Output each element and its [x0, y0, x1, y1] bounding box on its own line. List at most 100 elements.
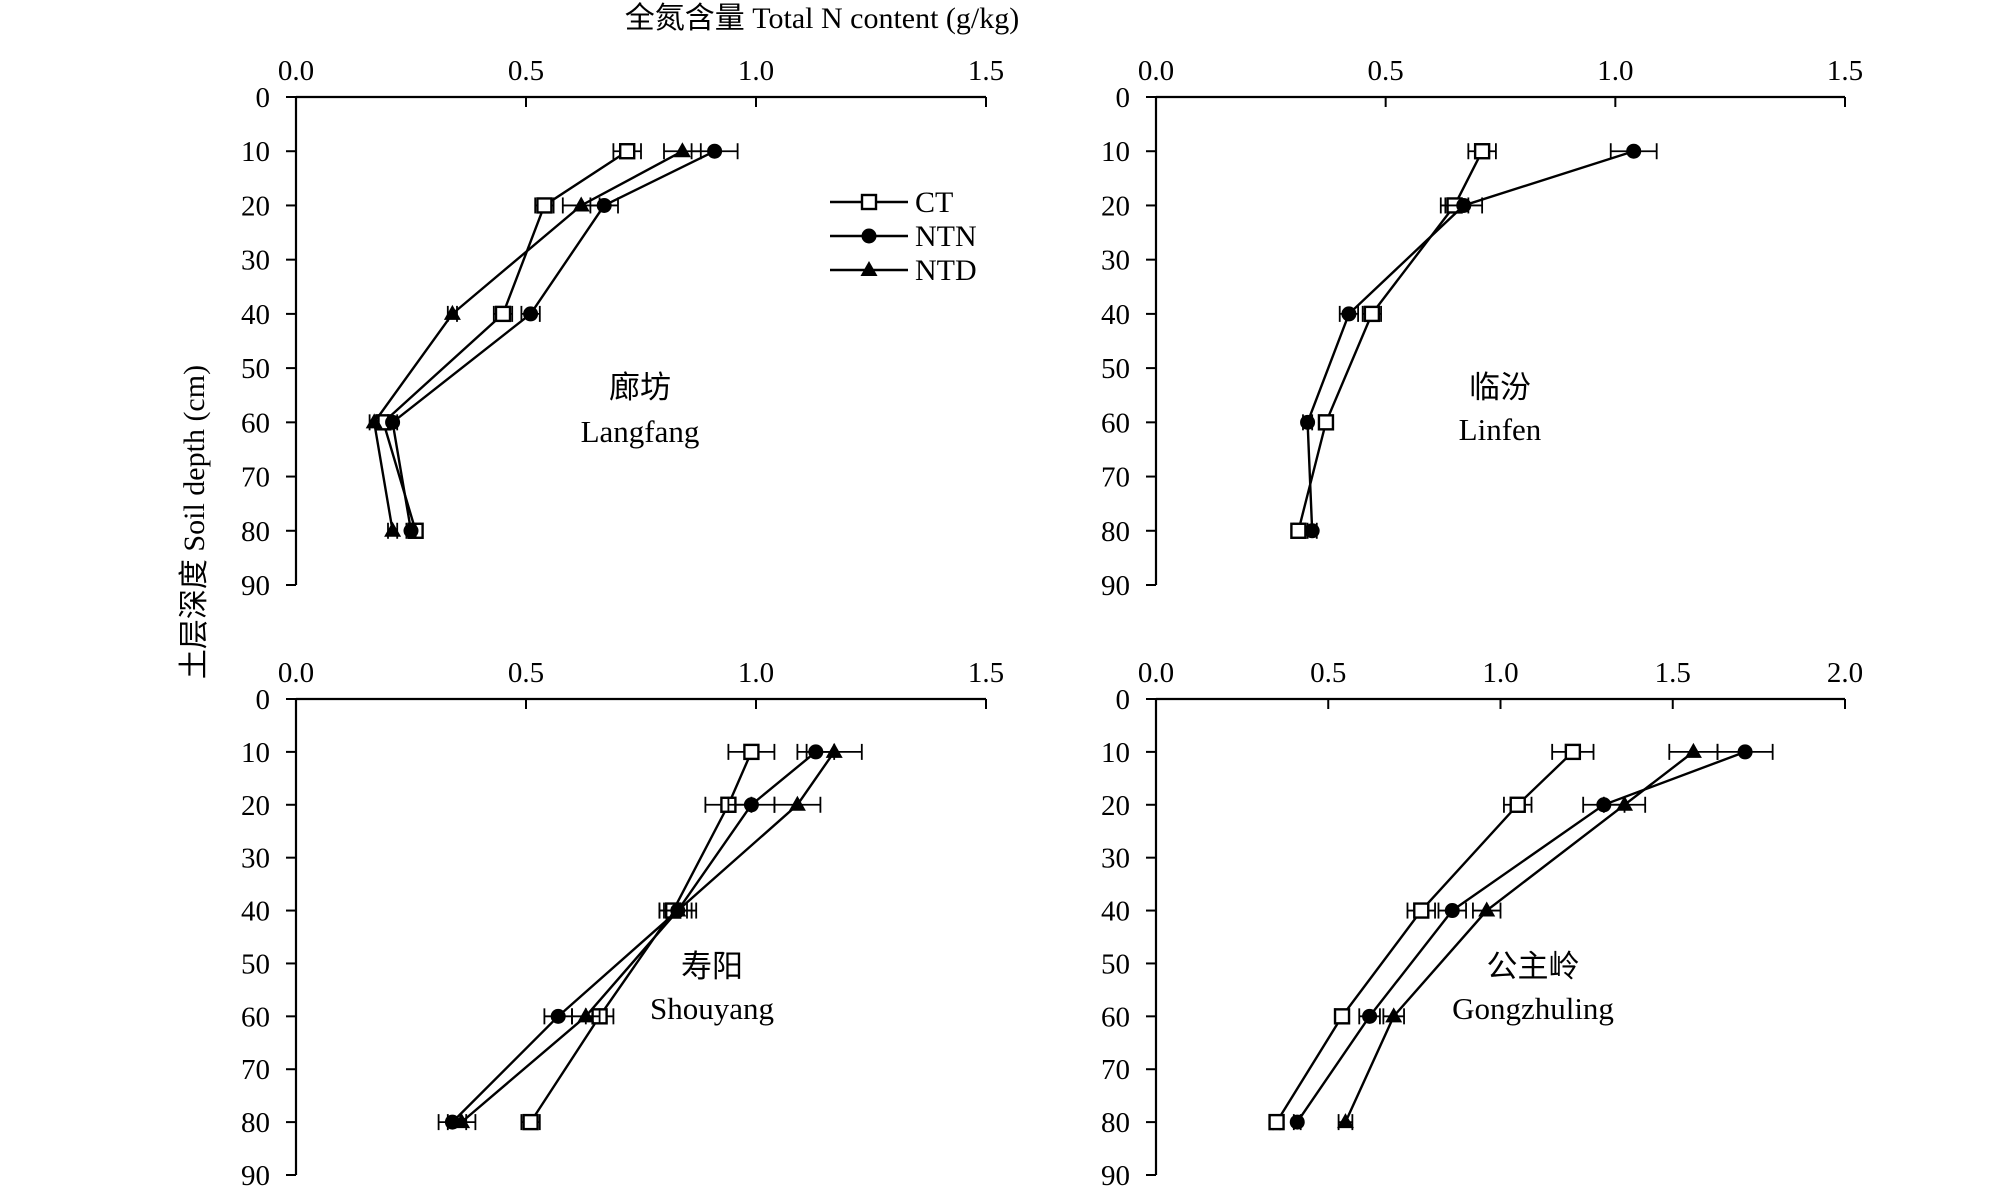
- series-ntd: [446, 742, 863, 1131]
- y-tick-label: 30: [1101, 245, 1130, 277]
- data-point-ntd: [384, 521, 402, 537]
- data-point-ntn: [743, 797, 759, 813]
- y-tick-label: 10: [241, 737, 270, 769]
- x-tick-label: 0.5: [508, 55, 544, 87]
- data-point-ntn: [1289, 1114, 1305, 1130]
- x-tick-label: 1.5: [968, 55, 1004, 87]
- data-point-ntd: [572, 196, 590, 212]
- panel-label-en: Langfang: [581, 414, 700, 449]
- x-tick-label: 0.0: [1138, 657, 1174, 689]
- data-point-ct: [1564, 743, 1582, 761]
- x-tick-label: 0.0: [278, 55, 314, 87]
- panel-top-left: 0.0 0.5 1.0 1.5 0 10 20 30 40 50 60 70 80 90 廊坊 Langfan…: [241, 55, 1004, 602]
- y-tick-label: 90: [241, 1160, 270, 1187]
- data-point-ntd: [1478, 901, 1496, 917]
- y-tick-label: 10: [1101, 136, 1130, 168]
- data-point-ntn: [1304, 523, 1320, 539]
- data-point-ntn: [1626, 143, 1642, 159]
- data-point-ct: [743, 743, 760, 761]
- y-tick-label: 40: [241, 896, 270, 928]
- data-point-ntn: [1456, 197, 1472, 213]
- y-tick-label: 90: [1101, 570, 1130, 602]
- data-point-ct: [536, 197, 553, 214]
- data-point-ntn: [1737, 744, 1753, 760]
- panel-label-cn: 寿阳: [681, 949, 743, 984]
- data-point-ntd: [788, 795, 806, 811]
- x-tick-label: 1.0: [738, 657, 774, 689]
- panel-label-cn: 公主岭: [1487, 949, 1580, 984]
- x-tick-label: 0.0: [1138, 55, 1174, 87]
- y-tick-label: 30: [241, 245, 270, 277]
- data-point-ct: [1363, 305, 1381, 323]
- data-point-ntn: [1300, 414, 1316, 430]
- y-tick-label: 0: [256, 684, 271, 716]
- data-point-ntd: [1616, 795, 1634, 811]
- y-tick-label: 90: [241, 570, 270, 602]
- y-tick-label: 0: [1116, 684, 1131, 716]
- data-point-ntd: [577, 1007, 595, 1023]
- data-point-ct: [1317, 414, 1335, 431]
- data-point-ntn: [1444, 903, 1460, 919]
- y-tick-label: 60: [241, 407, 270, 439]
- x-tick-label: 1.5: [1655, 657, 1691, 689]
- data-point-ntn: [403, 523, 419, 539]
- data-point-ntn: [1341, 306, 1357, 322]
- data-point-ntn: [707, 143, 723, 159]
- y-tick-label: 30: [1101, 843, 1130, 875]
- y-tick-label: 40: [1101, 896, 1130, 928]
- y-axis-title: 土层深度 Soil depth (cm): [178, 365, 211, 679]
- data-point-ntd: [669, 901, 687, 917]
- series-ntd: [1336, 742, 1719, 1131]
- legend-item-ntn: NTN: [830, 220, 977, 253]
- data-point-ntn: [1362, 1008, 1378, 1024]
- data-point-ct: [1509, 796, 1526, 813]
- data-point-ct: [1268, 1113, 1285, 1131]
- data-point-ct: [1473, 143, 1491, 160]
- series-ntn: [1289, 743, 1774, 1131]
- legend-item-ct: CT: [830, 186, 953, 219]
- y-tick-label: 10: [241, 136, 270, 168]
- legend-label: NTD: [915, 254, 977, 287]
- y-tick-label: 20: [1101, 190, 1130, 222]
- data-point-ct: [494, 305, 512, 323]
- y-tick-label: 80: [241, 516, 270, 548]
- data-point-ntd: [453, 1113, 471, 1129]
- y-tick-label: 70: [1101, 462, 1130, 494]
- x-tick-label: 1.0: [1482, 657, 1518, 689]
- data-point-ct: [1413, 902, 1430, 919]
- y-tick-label: 60: [1101, 1001, 1130, 1033]
- y-tick-label: 80: [1101, 1107, 1130, 1139]
- y-tick-label: 50: [1101, 948, 1130, 980]
- series-line-ct: [1275, 751, 1574, 1123]
- series-ntd: [365, 142, 702, 539]
- y-tick-label: 70: [1101, 1054, 1130, 1086]
- x-tick-label: 1.0: [1597, 55, 1633, 87]
- y-tick-label: 90: [1101, 1160, 1130, 1187]
- y-tick-label: 20: [1101, 790, 1130, 822]
- data-point-ct: [619, 143, 636, 160]
- y-tick-label: 40: [241, 299, 270, 331]
- series-ntn: [385, 143, 739, 539]
- data-point-ntd: [443, 304, 461, 320]
- panel-label-cn: 临汾: [1469, 370, 1531, 405]
- y-tick-label: 70: [241, 462, 270, 494]
- data-point-ntd: [1684, 742, 1702, 758]
- x-tick-label: 0.5: [1310, 657, 1346, 689]
- y-tick-label: 50: [241, 948, 270, 980]
- panel-label-en: Shouyang: [650, 991, 774, 1026]
- legend-marker-ct: [860, 193, 878, 211]
- y-tick-label: 70: [241, 1054, 270, 1086]
- series-line-ct: [529, 751, 753, 1123]
- x-tick-label: 0.5: [508, 657, 544, 689]
- series-line-ntn: [451, 750, 817, 1123]
- data-point-ntn: [385, 414, 401, 430]
- data-point-ntd: [825, 742, 843, 758]
- data-point-ntd: [1336, 1113, 1354, 1129]
- y-tick-label: 0: [1116, 82, 1131, 114]
- data-point-ntn: [550, 1008, 566, 1024]
- legend-label: CT: [915, 186, 953, 219]
- legend-item-ntd: NTD: [830, 254, 977, 287]
- data-point-ntd: [673, 142, 691, 158]
- x-tick-label: 0.5: [1368, 55, 1404, 87]
